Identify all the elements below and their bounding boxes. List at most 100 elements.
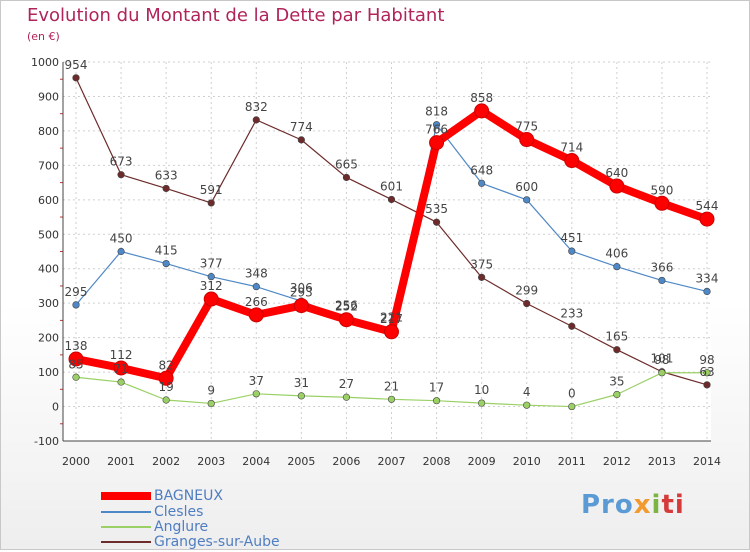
point-clesles: [432, 121, 441, 129]
point-bagneux: [203, 291, 219, 307]
y-tick-label: 300: [38, 297, 59, 310]
data-label-granges-sur-aube: 601: [380, 179, 403, 193]
x-tick-label: 2004: [242, 455, 270, 468]
data-label-clesles: 366: [650, 260, 673, 274]
x-tick-label: 2007: [378, 455, 406, 468]
point-clesles: [252, 283, 260, 291]
point-bagneux: [429, 135, 445, 151]
data-label-bagneux: 112: [110, 348, 133, 362]
point-clesles: [703, 287, 711, 296]
point-granges-sur-aube: [613, 346, 621, 354]
data-label-clesles: 818: [425, 105, 448, 119]
point-anglure: [162, 396, 170, 404]
point-clesles: [207, 273, 215, 281]
point-granges-sur-aube: [523, 299, 531, 308]
point-bagneux: [699, 211, 715, 227]
point-bagneux: [564, 153, 580, 169]
data-label-clesles: 221: [380, 310, 403, 324]
point-anglure: [297, 392, 305, 400]
y-tick-label: 0: [52, 401, 59, 414]
data-label-clesles: 600: [515, 180, 538, 194]
data-label-anglure: 21: [384, 379, 399, 393]
data-label-granges-sur-aube: 375: [470, 257, 493, 271]
point-granges-sur-aube: [703, 381, 711, 389]
data-label-bagneux: 640: [605, 166, 628, 180]
legend-swatch-granges: [101, 541, 151, 543]
data-label-granges-sur-aube: 774: [290, 120, 313, 134]
data-label-granges-sur-aube: 665: [335, 157, 358, 171]
point-bagneux: [609, 178, 625, 194]
x-tick-label: 2002: [152, 455, 180, 468]
legend-label-bagneux: BAGNEUX: [154, 488, 223, 504]
point-anglure: [207, 399, 215, 408]
point-granges-sur-aube: [478, 273, 486, 281]
data-label-bagneux: 590: [650, 183, 673, 197]
data-label-anglure: 98: [699, 353, 714, 367]
data-label-granges-sur-aube: 535: [425, 202, 448, 216]
point-granges-sur-aube: [568, 322, 576, 330]
data-label-anglure: 4: [523, 385, 531, 399]
point-clesles: [613, 263, 621, 271]
point-bagneux: [519, 132, 535, 148]
data-label-granges-sur-aube: 299: [515, 284, 538, 298]
data-label-anglure: 17: [429, 381, 444, 395]
data-label-granges-sur-aube: 591: [200, 183, 223, 197]
point-anglure: [72, 373, 80, 381]
x-tick-label: 2011: [558, 455, 586, 468]
data-label-clesles: 295: [65, 285, 88, 299]
legend-label-anglure: Anglure: [154, 519, 209, 535]
data-label-anglure: 71: [113, 362, 128, 376]
data-label-bagneux: 544: [696, 199, 719, 213]
point-anglure: [703, 369, 711, 377]
data-label-granges-sur-aube: 233: [560, 306, 583, 320]
data-label-granges-sur-aube: 673: [110, 155, 133, 169]
point-anglure: [478, 399, 486, 407]
point-granges-sur-aube: [72, 74, 80, 82]
point-granges-sur-aube: [207, 199, 215, 207]
data-label-clesles: 648: [470, 163, 493, 177]
point-clesles: [568, 247, 576, 255]
data-label-clesles: 348: [245, 267, 268, 281]
data-label-anglure: 0: [568, 387, 576, 401]
point-clesles: [658, 276, 666, 285]
y-tick-label: 200: [38, 332, 59, 345]
data-label-clesles: 306: [290, 281, 313, 295]
point-anglure: [658, 369, 666, 377]
y-tick-label: 1000: [31, 56, 59, 69]
data-label-clesles: 256: [335, 298, 358, 312]
x-tick-label: 2006: [332, 455, 360, 468]
point-bagneux: [293, 298, 309, 314]
data-label-bagneux: 858: [470, 91, 493, 105]
x-tick-label: 2012: [603, 455, 631, 468]
x-tick-label: 2000: [62, 455, 90, 468]
point-bagneux: [248, 307, 264, 323]
data-label-granges-sur-aube: 63: [699, 365, 714, 379]
point-anglure: [568, 402, 576, 411]
data-label-anglure: 35: [609, 374, 624, 388]
data-label-bagneux: 266: [245, 295, 268, 309]
data-label-bagneux: 82: [159, 358, 174, 372]
data-label-anglure: 85: [68, 357, 83, 371]
legend-swatch-anglure: [101, 526, 151, 528]
point-granges-sur-aube: [162, 184, 170, 193]
legend-label-granges: Granges-sur-Aube: [154, 534, 280, 550]
point-clesles: [72, 301, 80, 309]
point-clesles: [523, 196, 531, 204]
point-bagneux: [474, 103, 490, 119]
point-anglure: [387, 395, 396, 403]
point-granges-sur-aube: [387, 195, 396, 204]
point-bagneux: [113, 360, 129, 376]
y-tick-label: 900: [38, 90, 59, 103]
point-clesles: [117, 247, 125, 256]
data-label-clesles: 334: [696, 271, 719, 285]
point-granges-sur-aube: [432, 218, 441, 226]
x-tick-label: 2008: [423, 455, 451, 468]
data-label-clesles: 451: [560, 231, 583, 245]
legend-label-clesles: Clesles: [154, 504, 204, 520]
legend-swatch-bagneux: [101, 492, 151, 500]
point-bagneux: [384, 324, 399, 340]
chart-title: Evolution du Montant de la Dette par Hab…: [27, 5, 445, 26]
proxiti-logo: Proxiti: [581, 490, 685, 520]
data-label-anglure: 10: [474, 383, 489, 397]
data-label-bagneux: 293: [290, 286, 313, 300]
